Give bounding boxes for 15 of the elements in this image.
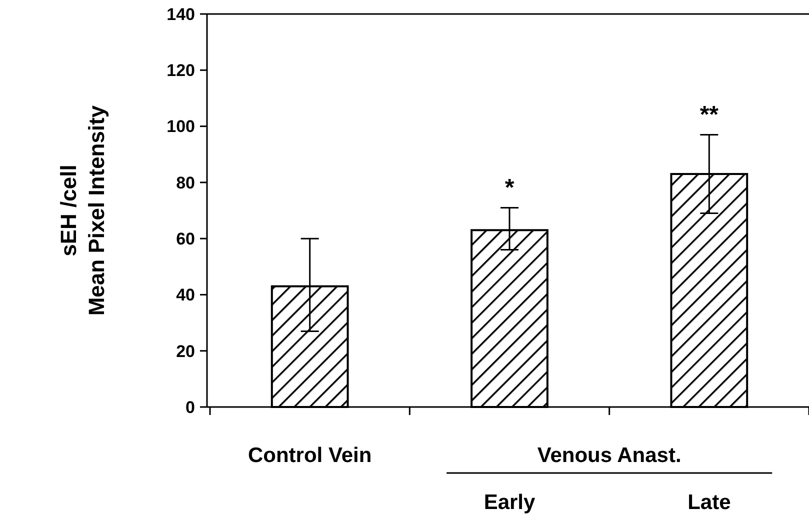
x-tick-label: Late [688, 491, 731, 514]
y-tick-label: 100 [166, 117, 195, 136]
y-tick-label: 80 [176, 173, 195, 192]
y-tick-label: 20 [176, 342, 195, 361]
y-tick-label: 60 [176, 230, 195, 249]
y-axis-title: sEH /cell Mean Pixel Intensity [56, 104, 109, 316]
annotation: * [504, 174, 515, 202]
text: Venous Anast. [537, 444, 682, 467]
y-tick-label: 0 [186, 398, 195, 417]
y-tick-label: 40 [176, 286, 195, 305]
x-tick-label: Control Vein [248, 444, 372, 467]
y-tick-label: 140 [166, 4, 195, 24]
annotation: ** [700, 102, 720, 129]
y-tick-label: 120 [166, 61, 195, 80]
x-tick-label: Early [484, 491, 536, 514]
